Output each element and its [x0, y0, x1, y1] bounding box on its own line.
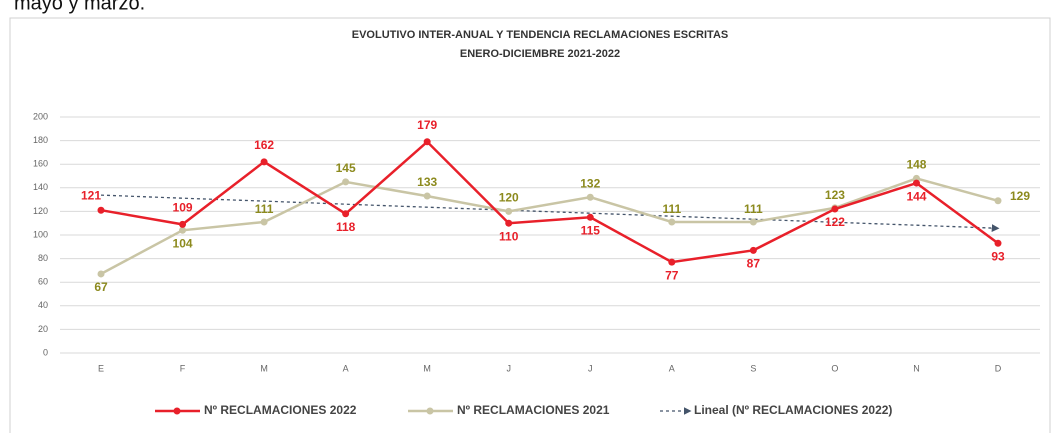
- data-label: 148: [906, 158, 926, 172]
- y-tick-label: 0: [43, 347, 48, 357]
- x-tick-label: J: [588, 363, 593, 373]
- chart-subtitle: ENERO-DICIEMBRE 2021-2022: [460, 48, 620, 60]
- data-label: 145: [336, 161, 356, 175]
- data-label: 111: [744, 202, 763, 216]
- x-tick-label: E: [98, 363, 104, 373]
- point: [912, 179, 920, 187]
- data-label: 132: [580, 176, 600, 190]
- point: [668, 258, 676, 266]
- data-label: 179: [417, 118, 437, 132]
- point: [342, 178, 350, 186]
- x-tick-label: D: [995, 363, 1002, 373]
- point: [179, 220, 187, 228]
- point: [586, 193, 594, 201]
- x-tick-label: O: [831, 363, 838, 373]
- x-tick-label: N: [913, 363, 920, 373]
- x-tick-label: J: [506, 363, 511, 373]
- x-tick-label: F: [180, 363, 186, 373]
- legend-marker: [173, 407, 181, 415]
- data-label: 129: [1010, 189, 1030, 203]
- data-label: 123: [825, 188, 845, 202]
- point: [260, 218, 268, 226]
- data-label: 93: [991, 249, 1005, 263]
- point: [342, 210, 350, 218]
- data-label: 111: [662, 202, 681, 216]
- point: [994, 239, 1002, 247]
- x-tick-label: S: [750, 363, 756, 373]
- data-label: 109: [173, 201, 193, 215]
- y-tick-label: 80: [38, 253, 48, 263]
- point: [260, 158, 268, 166]
- page-text: mayo y marzo.: [14, 0, 145, 14]
- point: [505, 219, 513, 227]
- point: [668, 218, 676, 226]
- point: [423, 138, 431, 146]
- y-tick-label: 140: [33, 182, 48, 192]
- x-tick-label: A: [669, 363, 675, 373]
- chart-frame: [9, 17, 1051, 438]
- y-tick-label: 120: [33, 206, 48, 216]
- data-label: 120: [499, 191, 519, 205]
- point: [831, 205, 839, 213]
- legend-label: Nº RECLAMACIONES 2022: [204, 403, 357, 417]
- y-tick-label: 60: [38, 277, 48, 287]
- point: [749, 246, 757, 254]
- series-line: [100, 177, 999, 276]
- x-tick-label: A: [343, 363, 349, 373]
- data-label: 162: [254, 138, 274, 152]
- x-tick-label: M: [260, 363, 268, 373]
- point: [97, 270, 105, 278]
- data-label: 104: [173, 236, 193, 250]
- y-tick-label: 180: [33, 135, 48, 145]
- legend-marker: [426, 407, 434, 415]
- point: [994, 197, 1002, 205]
- legend-label: Lineal (Nº RECLAMACIONES 2022): [694, 403, 892, 417]
- y-tick-label: 160: [33, 159, 48, 169]
- data-label: 67: [94, 280, 108, 294]
- y-tick-label: 20: [38, 324, 48, 334]
- data-label: 133: [417, 175, 437, 189]
- point: [586, 213, 594, 221]
- data-label: 110: [499, 229, 519, 243]
- point: [423, 192, 431, 200]
- point: [749, 218, 757, 226]
- y-tick-label: 200: [33, 111, 48, 121]
- point: [505, 207, 513, 215]
- point: [179, 226, 187, 234]
- data-label: 111: [255, 202, 274, 216]
- x-tick-label: M: [423, 363, 431, 373]
- data-label: 77: [665, 268, 679, 282]
- data-label: 144: [906, 189, 926, 203]
- y-tick-label: 40: [38, 300, 48, 310]
- chart-title: EVOLUTIVO INTER-ANUAL Y TENDENCIA RECLAM…: [352, 29, 728, 41]
- data-label: 118: [336, 220, 356, 234]
- data-label: 87: [747, 257, 761, 271]
- point: [97, 206, 105, 214]
- legend-label: Nº RECLAMACIONES 2021: [457, 403, 610, 417]
- data-label: 115: [581, 223, 601, 237]
- data-label: 122: [825, 215, 845, 229]
- series-line: [100, 140, 999, 264]
- data-label: 121: [81, 188, 101, 202]
- y-tick-label: 100: [33, 229, 48, 239]
